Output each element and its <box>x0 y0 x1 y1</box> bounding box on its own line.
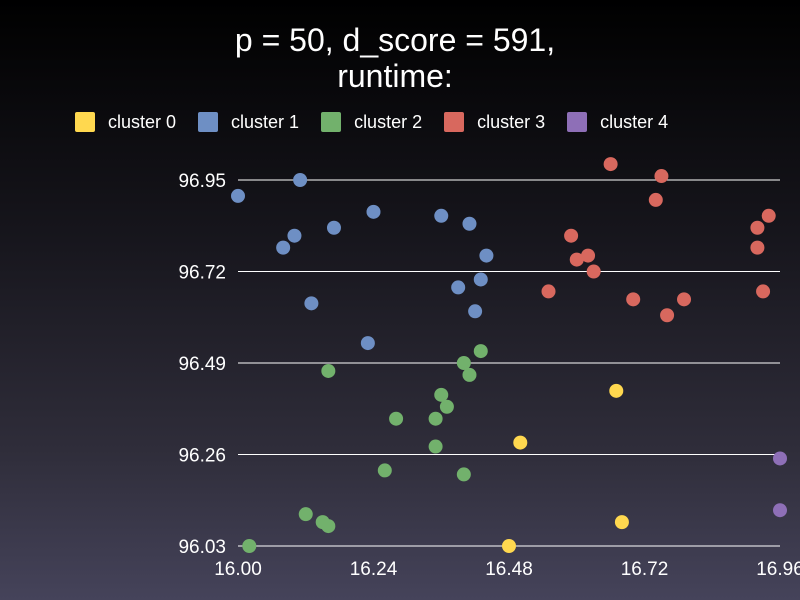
data-point-cluster-2[interactable] <box>389 411 404 426</box>
data-point-cluster-1[interactable] <box>360 336 375 351</box>
data-point-cluster-2[interactable] <box>242 539 257 553</box>
y-tick-label: 96.72 <box>178 263 226 284</box>
legend-item-cluster-3[interactable]: cluster 3 <box>444 112 545 133</box>
data-point-cluster-3[interactable] <box>750 220 765 235</box>
chart-title-line-1: p = 50, d_score = 591, <box>234 22 556 58</box>
data-point-cluster-2[interactable] <box>439 399 454 414</box>
data-point-cluster-1[interactable] <box>326 220 341 235</box>
data-point-cluster-1[interactable] <box>434 208 449 223</box>
data-point-cluster-1[interactable] <box>468 304 483 319</box>
legend-item-cluster-1[interactable]: cluster 1 <box>198 112 299 133</box>
data-point-cluster-1[interactable] <box>479 248 494 263</box>
x-tick-label: 16.48 <box>485 559 533 580</box>
data-point-cluster-1[interactable] <box>304 296 319 311</box>
data-point-cluster-1[interactable] <box>276 240 291 255</box>
data-point-cluster-3[interactable] <box>581 248 596 263</box>
legend-label-cluster-0: cluster 0 <box>108 111 177 132</box>
chart-title-line-2: runtime: <box>337 58 453 94</box>
data-point-cluster-2[interactable] <box>456 467 471 482</box>
y-tick-label: 96.49 <box>178 354 226 375</box>
legend-item-cluster-4[interactable]: cluster 4 <box>567 112 668 133</box>
data-point-cluster-1[interactable] <box>231 188 245 203</box>
data-point-cluster-3[interactable] <box>660 308 675 323</box>
x-tick-label: 16.72 <box>621 559 669 580</box>
data-point-cluster-2[interactable] <box>428 439 443 454</box>
data-point-cluster-2[interactable] <box>321 363 336 378</box>
legend-item-cluster-0[interactable]: cluster 0 <box>75 112 176 133</box>
data-point-cluster-0[interactable] <box>609 383 624 398</box>
data-point-cluster-3[interactable] <box>541 284 556 299</box>
x-tick-label: 16.00 <box>214 559 262 580</box>
legend: cluster 0 cluster 1 cluster 2 cluster 3 … <box>75 111 690 133</box>
data-point-cluster-1[interactable] <box>293 173 308 187</box>
data-point-cluster-2[interactable] <box>298 507 313 522</box>
data-point-cluster-2[interactable] <box>434 387 449 402</box>
data-point-cluster-3[interactable] <box>756 284 771 299</box>
data-point-cluster-3[interactable] <box>603 157 618 172</box>
data-point-cluster-1[interactable] <box>366 204 381 219</box>
legend-label-cluster-1: cluster 1 <box>231 111 300 132</box>
legend-swatch-cluster-0 <box>75 112 95 132</box>
data-point-cluster-2[interactable] <box>428 411 443 426</box>
legend-swatch-cluster-3 <box>444 112 465 132</box>
data-point-cluster-3[interactable] <box>626 292 641 307</box>
legend-swatch-cluster-1 <box>198 112 219 132</box>
y-tick-label: 96.03 <box>178 537 226 558</box>
data-point-cluster-0[interactable] <box>502 539 516 553</box>
legend-swatch-cluster-4 <box>567 112 588 132</box>
legend-label-cluster-3: cluster 3 <box>477 111 546 132</box>
data-point-cluster-1[interactable] <box>287 228 302 243</box>
y-tick-label: 96.95 <box>178 171 226 192</box>
legend-label-cluster-2: cluster 2 <box>354 111 423 132</box>
data-point-cluster-3[interactable] <box>648 192 663 207</box>
data-point-cluster-4[interactable] <box>773 451 787 466</box>
data-point-cluster-4[interactable] <box>773 503 787 518</box>
data-point-cluster-3[interactable] <box>586 264 601 279</box>
data-point-cluster-2[interactable] <box>377 463 392 478</box>
x-tick-label: 16.96 <box>756 559 800 580</box>
x-tick-label: 16.24 <box>350 559 398 580</box>
data-point-cluster-1[interactable] <box>473 272 488 287</box>
data-point-cluster-2[interactable] <box>456 356 471 370</box>
data-point-cluster-3[interactable] <box>750 240 765 255</box>
legend-item-cluster-2[interactable]: cluster 2 <box>321 112 422 133</box>
chart-title: p = 50, d_score = 591, runtime: <box>0 22 790 94</box>
data-point-cluster-1[interactable] <box>462 216 477 231</box>
data-point-cluster-3[interactable] <box>569 252 584 267</box>
y-tick-label: 96.26 <box>178 446 226 467</box>
legend-swatch-cluster-2 <box>321 112 342 132</box>
data-point-cluster-3[interactable] <box>761 208 776 223</box>
data-point-cluster-2[interactable] <box>462 367 477 382</box>
data-point-cluster-2[interactable] <box>321 519 336 534</box>
data-point-cluster-1[interactable] <box>451 280 466 295</box>
data-point-cluster-0[interactable] <box>513 435 528 450</box>
data-point-cluster-0[interactable] <box>614 515 629 530</box>
data-point-cluster-3[interactable] <box>654 169 669 184</box>
data-point-cluster-3[interactable] <box>677 292 692 307</box>
legend-label-cluster-4: cluster 4 <box>600 111 669 132</box>
data-point-cluster-2[interactable] <box>473 344 488 359</box>
data-point-cluster-3[interactable] <box>564 228 579 243</box>
